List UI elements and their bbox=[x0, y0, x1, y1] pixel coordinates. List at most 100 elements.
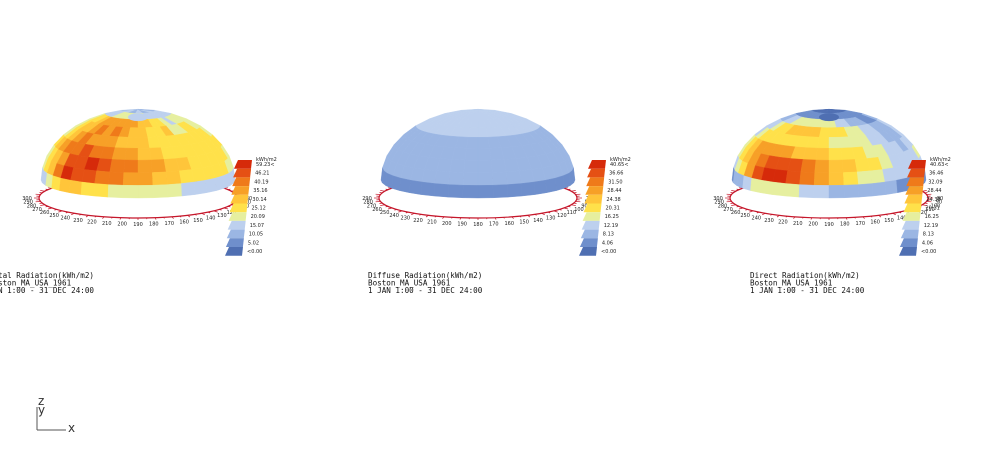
legend-swatch bbox=[229, 203, 248, 213]
dome-cell bbox=[813, 184, 830, 199]
legend-swatch bbox=[227, 220, 246, 230]
compass-label: 230 bbox=[73, 218, 83, 224]
compass-tick bbox=[761, 213, 766, 216]
compass-label: 280 bbox=[363, 200, 373, 206]
legend-swatch bbox=[233, 168, 252, 178]
dome-cell bbox=[122, 184, 139, 199]
dome-cell bbox=[93, 183, 109, 198]
legend-swatch bbox=[579, 238, 598, 247]
dome-cell bbox=[814, 159, 830, 173]
dome-cell bbox=[477, 159, 493, 173]
compass-label: 190 bbox=[457, 222, 467, 228]
dome-cell bbox=[828, 136, 841, 149]
dome-cell bbox=[137, 184, 154, 199]
compass-label: 260 bbox=[372, 207, 382, 213]
dome-cell bbox=[165, 170, 182, 185]
legend-label: 4.06 bbox=[922, 240, 933, 246]
compass-tick bbox=[567, 188, 571, 190]
legend-swatch bbox=[225, 247, 243, 256]
legend-label: 28.44 bbox=[927, 188, 941, 194]
compass-label: 220 bbox=[778, 220, 788, 226]
dome-cell bbox=[123, 159, 139, 173]
legend-swatch bbox=[907, 168, 926, 178]
legend-swatch bbox=[901, 220, 920, 230]
legend-swatch bbox=[585, 186, 604, 195]
compass-label: 110 bbox=[925, 207, 935, 213]
dome-cell bbox=[421, 169, 437, 184]
dome-cell bbox=[122, 172, 139, 186]
compass-label: 190 bbox=[824, 222, 834, 228]
legend-label: 35.16 bbox=[253, 188, 267, 194]
compass-tick bbox=[187, 215, 191, 218]
legend: 40.65< 36.66 31.50 28.44 24.38 20.31 16.25 12.1… bbox=[579, 157, 631, 256]
compass-label: 200 bbox=[808, 222, 818, 228]
legend-unit: kWh/m2 bbox=[610, 157, 631, 163]
compass-tick bbox=[179, 215, 182, 218]
compass-label: 170 bbox=[489, 222, 499, 228]
compass-label: 140 bbox=[206, 216, 216, 222]
dome-cell bbox=[463, 159, 479, 173]
legend-swatch bbox=[234, 160, 252, 169]
compass-label: 140 bbox=[533, 218, 543, 224]
dome-cell bbox=[772, 169, 788, 184]
compass-tick bbox=[434, 215, 437, 218]
legend-label: 36.66 bbox=[609, 171, 623, 177]
dome-cell bbox=[205, 177, 217, 193]
legend-label: <0.00 bbox=[247, 249, 262, 255]
legend-swatch bbox=[582, 212, 601, 221]
compass-label: 90 bbox=[245, 200, 251, 206]
dome-cell bbox=[137, 147, 152, 161]
dome-cell bbox=[521, 181, 536, 197]
compass-tick bbox=[534, 214, 537, 216]
dome-cell bbox=[828, 147, 843, 161]
compass-tick bbox=[70, 213, 75, 216]
compass-tick bbox=[94, 215, 97, 218]
compass-tick bbox=[405, 211, 409, 214]
compass-tick bbox=[731, 190, 737, 192]
compass-label: 290 bbox=[23, 200, 33, 206]
dome-cell bbox=[477, 136, 490, 149]
legend-label: 4.06 bbox=[602, 240, 613, 246]
dome-cell bbox=[828, 172, 845, 186]
dome-cell bbox=[572, 167, 576, 184]
legend-label: 32.09 bbox=[928, 179, 942, 185]
dome-cell bbox=[477, 172, 494, 186]
compass-label: 250 bbox=[380, 210, 390, 216]
compass-tick bbox=[425, 215, 429, 218]
compass-label: 240 bbox=[752, 216, 762, 222]
compass-tick bbox=[163, 217, 165, 219]
compass-tick bbox=[410, 213, 415, 216]
legend-swatch bbox=[588, 160, 606, 169]
compass-tick bbox=[79, 214, 82, 216]
compass-label: 230 bbox=[401, 216, 411, 222]
legend-swatch bbox=[225, 238, 244, 247]
compass-label: 180 bbox=[149, 222, 159, 228]
compass-tick bbox=[40, 204, 46, 206]
dome-cell bbox=[137, 136, 150, 149]
dome-cell bbox=[420, 181, 435, 197]
compass-label: 290 bbox=[362, 196, 372, 202]
dome-cell bbox=[742, 175, 752, 191]
compass-label: 240 bbox=[389, 213, 399, 219]
compass-tick bbox=[567, 206, 571, 208]
legend-label: 40.65< bbox=[610, 162, 629, 168]
compass-tick bbox=[85, 215, 89, 218]
legend-label: 30.14 bbox=[252, 197, 266, 203]
dome-cell bbox=[81, 169, 97, 184]
legend-swatch bbox=[902, 212, 921, 221]
compass-tick bbox=[45, 206, 49, 208]
legend-swatch bbox=[231, 186, 250, 195]
legend: 59.23< 46.21 40.19 35.16 30.14 25.12 20.09 15.0… bbox=[225, 157, 277, 256]
compass-tick bbox=[736, 188, 740, 190]
direct-caption-line-2: Boston_MA_USA_1961 bbox=[750, 279, 833, 288]
compass-label: 230 bbox=[764, 218, 774, 224]
compass-label: 210 bbox=[793, 221, 803, 227]
compass-tick bbox=[398, 210, 403, 213]
dome-cell bbox=[545, 177, 557, 193]
legend-swatch bbox=[899, 238, 918, 247]
compass-tick bbox=[810, 217, 813, 220]
dome-cell bbox=[462, 172, 479, 186]
legend-swatch bbox=[226, 229, 245, 239]
compass-tick bbox=[419, 214, 422, 216]
